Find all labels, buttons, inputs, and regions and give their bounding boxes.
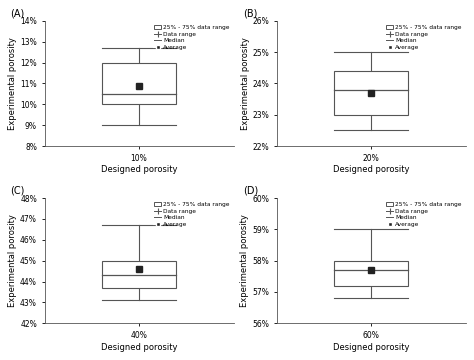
Text: (B): (B) xyxy=(243,8,257,18)
X-axis label: Designed porosity: Designed porosity xyxy=(101,166,177,175)
Y-axis label: Experimental porosity: Experimental porosity xyxy=(240,214,249,307)
Y-axis label: Experimental porosity: Experimental porosity xyxy=(241,37,250,130)
Bar xyxy=(102,261,176,288)
Legend: 25% - 75% data range, Data range, Median, Average: 25% - 75% data range, Data range, Median… xyxy=(153,24,231,51)
Bar xyxy=(102,63,176,104)
Legend: 25% - 75% data range, Data range, Median, Average: 25% - 75% data range, Data range, Median… xyxy=(153,201,231,228)
Text: (A): (A) xyxy=(10,8,25,18)
Y-axis label: Experimental porosity: Experimental porosity xyxy=(9,37,18,130)
X-axis label: Designed porosity: Designed porosity xyxy=(333,166,410,175)
Legend: 25% - 75% data range, Data range, Median, Average: 25% - 75% data range, Data range, Median… xyxy=(385,201,463,228)
Text: (D): (D) xyxy=(243,185,258,195)
Legend: 25% - 75% data range, Data range, Median, Average: 25% - 75% data range, Data range, Median… xyxy=(385,24,463,51)
X-axis label: Designed porosity: Designed porosity xyxy=(333,343,410,352)
Text: (C): (C) xyxy=(10,185,25,195)
Bar xyxy=(335,71,408,115)
X-axis label: Designed porosity: Designed porosity xyxy=(101,343,177,352)
Bar xyxy=(335,261,408,286)
Y-axis label: Experimental porosity: Experimental porosity xyxy=(9,214,18,307)
